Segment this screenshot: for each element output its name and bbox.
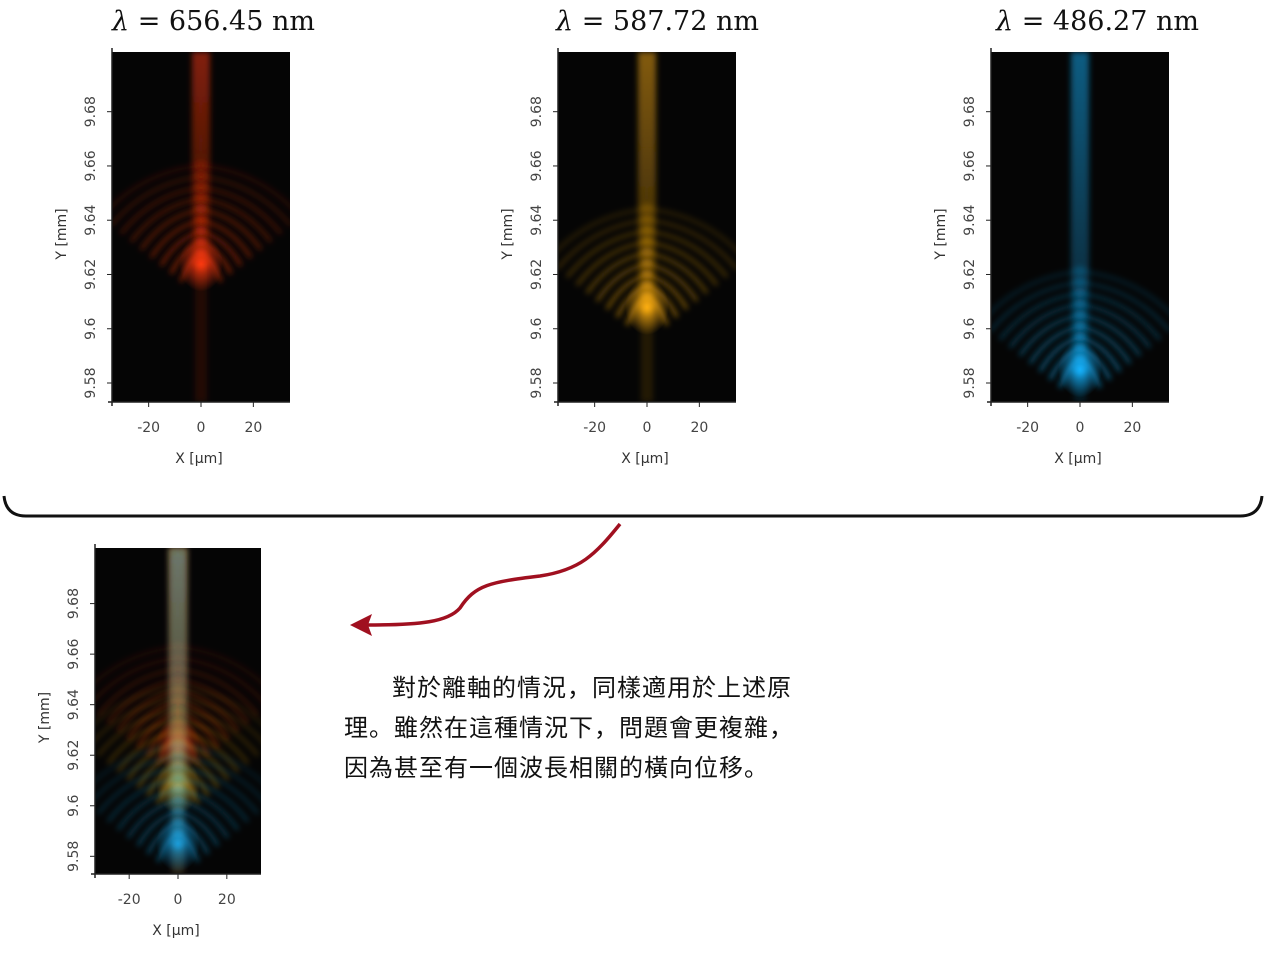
- y-tick-label: 9.66: [529, 150, 545, 181]
- y-tick-label: 9.66: [66, 638, 82, 669]
- y-tick-label: 9.64: [66, 689, 82, 720]
- title-red: λ = 656.45 nm: [112, 6, 315, 37]
- x-tick-label: -20: [583, 420, 606, 436]
- x-tick-label: 20: [690, 420, 708, 436]
- y-tick-label: 9.64: [529, 205, 545, 236]
- wavelength-value: = 587.72 nm: [581, 6, 759, 37]
- y-tick-label: 9.68: [529, 96, 545, 127]
- y-tick-label: 9.62: [83, 259, 99, 290]
- x-tick-label: 20: [218, 892, 236, 908]
- y-tick-label: 9.58: [66, 841, 82, 872]
- y-tick-label: 9.6: [529, 318, 545, 340]
- x-tick-label: 0: [174, 892, 183, 908]
- x-tick-label: 0: [197, 420, 206, 436]
- y-tick-label: 9.6: [66, 795, 82, 817]
- y-tick-label: 9.66: [962, 150, 978, 181]
- y-tick-label: 9.6: [962, 318, 978, 340]
- x-axis-label: X [μm]: [152, 923, 200, 939]
- lambda-symbol: λ: [556, 6, 574, 37]
- lambda-symbol: λ: [996, 6, 1014, 37]
- y-tick-label: 9.64: [83, 205, 99, 236]
- x-axis-label: X [μm]: [1054, 451, 1102, 467]
- heatmap-pattern: [991, 52, 1169, 402]
- heatmap-pattern: [95, 548, 261, 874]
- wavelength-value: = 656.45 nm: [137, 6, 315, 37]
- x-tick-label: 20: [1123, 420, 1141, 436]
- y-tick-label: 9.58: [83, 367, 99, 398]
- y-tick-label: 9.6: [83, 318, 99, 340]
- x-tick-label: -20: [1016, 420, 1039, 436]
- heatmap-pattern: [112, 52, 290, 402]
- y-tick-label: 9.66: [83, 150, 99, 181]
- wavelength-value: = 486.27 nm: [1021, 6, 1199, 37]
- x-tick-label: 0: [1076, 420, 1085, 436]
- y-axis-label: Y [mm]: [37, 692, 53, 744]
- y-axis-label: Y [mm]: [933, 208, 949, 260]
- x-tick-label: 0: [643, 420, 652, 436]
- heatmap-pattern: [558, 52, 736, 402]
- y-tick-label: 9.68: [83, 96, 99, 127]
- y-tick-label: 9.62: [962, 259, 978, 290]
- y-tick-label: 9.64: [962, 205, 978, 236]
- y-tick-label: 9.68: [66, 588, 82, 619]
- title-yellow: λ = 587.72 nm: [556, 6, 759, 37]
- y-axis-label: Y [mm]: [500, 208, 516, 260]
- x-tick-label: -20: [137, 420, 160, 436]
- x-tick-label: -20: [118, 892, 141, 908]
- y-axis-label: Y [mm]: [54, 208, 70, 260]
- y-tick-label: 9.68: [962, 96, 978, 127]
- y-tick-label: 9.58: [962, 367, 978, 398]
- lambda-symbol: λ: [112, 6, 130, 37]
- title-blue: λ = 486.27 nm: [996, 6, 1199, 37]
- y-tick-label: 9.58: [529, 367, 545, 398]
- x-axis-label: X [μm]: [175, 451, 223, 467]
- y-tick-label: 9.62: [529, 259, 545, 290]
- caption-text: 對於離軸的情況，同樣適用於上述原理。雖然在這種情況下，問題會更複雜，因為甚至有一…: [344, 674, 794, 782]
- x-tick-label: 20: [244, 420, 262, 436]
- y-tick-label: 9.62: [66, 740, 82, 771]
- x-axis-label: X [μm]: [621, 451, 669, 467]
